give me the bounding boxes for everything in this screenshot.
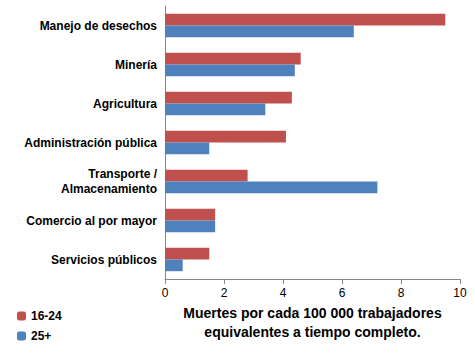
svg-text:Agricultura: Agricultura bbox=[93, 97, 157, 111]
svg-text:6: 6 bbox=[339, 286, 346, 300]
svg-text:4: 4 bbox=[280, 286, 287, 300]
svg-text:16-24: 16-24 bbox=[31, 309, 62, 323]
svg-text:2: 2 bbox=[221, 286, 228, 300]
svg-text:Transporte /: Transporte / bbox=[88, 167, 157, 181]
svg-text:8: 8 bbox=[398, 286, 405, 300]
svg-text:Minería: Minería bbox=[115, 58, 157, 72]
svg-text:Servicios públicos: Servicios públicos bbox=[51, 253, 157, 267]
svg-text:0: 0 bbox=[162, 286, 169, 300]
svg-text:equivalentes a tiempo completo: equivalentes a tiempo completo. bbox=[204, 324, 420, 340]
svg-text:25+: 25+ bbox=[31, 329, 51, 343]
svg-text:10: 10 bbox=[453, 286, 467, 300]
svg-text:Manejo de desechos: Manejo de desechos bbox=[40, 19, 158, 33]
svg-text:Comercio al por mayor: Comercio al por mayor bbox=[26, 214, 157, 228]
svg-text:Muertes por cada 100 000 traba: Muertes por cada 100 000 trabajadores bbox=[183, 305, 442, 321]
svg-text:Administración pública: Administración pública bbox=[24, 136, 157, 150]
svg-text:Almacenamiento: Almacenamiento bbox=[61, 182, 157, 196]
